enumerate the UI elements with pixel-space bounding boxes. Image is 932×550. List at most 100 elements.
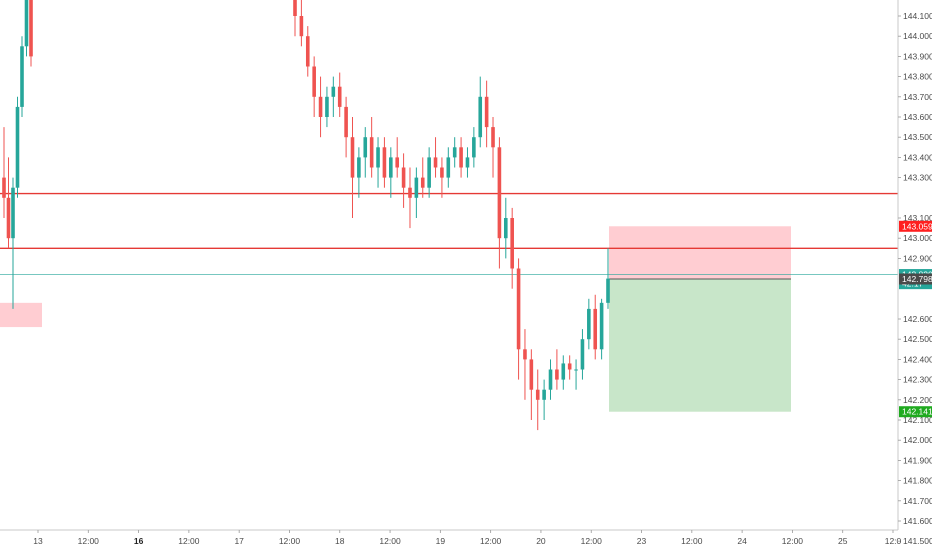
price-badge-4 — [899, 406, 932, 418]
price-badge-3 — [899, 273, 932, 285]
candle-body-16 — [350, 137, 355, 178]
price-tick-label-2: 143.900 — [903, 51, 932, 61]
candle-body-54 — [593, 308, 598, 350]
price-tick-label-18: 142.000 — [903, 435, 932, 445]
candle-body-48 — [555, 369, 559, 380]
candle-body-0 — [2, 177, 6, 198]
price-tick-label-10: 143.000 — [903, 233, 932, 243]
price-tick-label-17: 142.100 — [903, 415, 932, 425]
price-tick-label-14: 142.400 — [903, 354, 932, 364]
price-badge-label-4: 142.141 — [902, 407, 932, 417]
price-tick-label-0: 144.100 — [903, 11, 932, 21]
candle-body-29 — [433, 157, 438, 168]
candle-body-15 — [344, 106, 348, 138]
candle-body-50 — [567, 363, 572, 370]
price-axis[interactable]: 144.100 144.000 143.900 143.800 143.700 143.6… — [898, 11, 932, 546]
candle-body-3 — [15, 106, 20, 188]
candle-body-7 — [293, 0, 297, 17]
candle-body-51 — [574, 369, 578, 371]
candle-body-32 — [452, 147, 457, 158]
candle-body-6 — [29, 0, 33, 57]
candle-body-52 — [580, 339, 585, 370]
price-badge-0 — [899, 220, 932, 232]
candle-body-34 — [465, 157, 470, 168]
candle-body-19 — [369, 137, 374, 168]
candle-body-36 — [478, 96, 483, 138]
time-tick-label-15: 12:00 — [782, 536, 804, 546]
candle-body-30 — [440, 167, 444, 178]
candle-body-28 — [427, 157, 431, 188]
supply-zone — [0, 302, 42, 328]
time-tick-label-0: 13 — [33, 536, 43, 546]
time-tick-label-7: 12:00 — [379, 536, 401, 546]
time-tick-label-5: 12:00 — [279, 536, 301, 546]
candle-body-13 — [331, 86, 336, 97]
time-tick-label-14: 24 — [737, 536, 747, 546]
price-tick-label-1: 144.000 — [903, 31, 932, 41]
price-tick-label-22: 141.600 — [903, 516, 932, 526]
candle-body-44 — [529, 359, 534, 390]
time-tick-label-3: 12:00 — [178, 536, 200, 546]
time-tick-label-1: 12:00 — [78, 536, 100, 546]
zone-layer — [0, 302, 42, 328]
candle-body-31 — [446, 157, 451, 178]
candle-body-5 — [24, 0, 29, 47]
time-tick-label-9: 12:00 — [480, 536, 502, 546]
candle-body-55 — [599, 302, 604, 350]
price-tick-label-23: 141.500 — [903, 536, 932, 546]
candle-body-10 — [312, 66, 316, 97]
time-tick-label-2: 16 — [134, 536, 144, 546]
time-tick-label-11: 12:00 — [581, 536, 603, 546]
candle-body-9 — [305, 36, 310, 67]
price-tick-label-11: 142.900 — [903, 253, 932, 263]
time-tick-label-12: 23 — [637, 536, 647, 546]
price-tick-label-12: 142.600 — [903, 314, 932, 324]
price-tick-label-6: 143.500 — [903, 132, 932, 142]
time-tick-label-4: 17 — [234, 536, 244, 546]
price-tick-label-20: 141.800 — [903, 476, 932, 486]
candle-body-4 — [20, 46, 24, 107]
time-axis[interactable]: 13 12:00 16 12:00 17 12:00 18 12:00 19 12:00 20 12:… — [33, 530, 902, 546]
candle-body-38 — [491, 127, 495, 148]
time-tick-label-13: 12:00 — [681, 536, 703, 546]
price-tick-label-15: 142.300 — [903, 375, 932, 385]
candle-body-25 — [408, 187, 412, 198]
candle-body-56 — [606, 278, 610, 303]
candle-body-33 — [459, 147, 463, 168]
candle-body-47 — [548, 369, 553, 390]
candle-body-8 — [299, 16, 304, 37]
candle-body-12 — [325, 96, 329, 117]
candle-body-49 — [561, 363, 566, 380]
price-badge-label-0: 143.059 — [902, 221, 932, 231]
price-tick-label-8: 143.300 — [903, 173, 932, 183]
candle-body-22 — [389, 157, 393, 178]
candle-body-14 — [337, 86, 342, 107]
candle-body-41 — [510, 218, 514, 269]
candle-body-18 — [363, 137, 368, 158]
candle-body-43 — [523, 349, 527, 360]
time-tick-label-16: 25 — [838, 536, 848, 546]
candle-body-27 — [420, 177, 425, 188]
take-profit-zone — [609, 279, 791, 412]
candle-body-45 — [535, 389, 540, 400]
time-tick-label-6: 18 — [335, 536, 345, 546]
time-tick-label-10: 20 — [536, 536, 546, 546]
price-tick-label-4: 143.700 — [903, 92, 932, 102]
price-axis-background — [898, 0, 932, 530]
position-tool[interactable] — [609, 226, 791, 412]
time-tick-label-8: 19 — [436, 536, 446, 546]
price-tick-label-9: 143.100 — [903, 213, 932, 223]
candle-body-21 — [382, 147, 387, 178]
price-tick-label-3: 143.800 — [903, 72, 932, 82]
candles — [2, 0, 610, 431]
price-badge-label-3: 142.798 — [902, 274, 932, 284]
candle-body-20 — [376, 147, 380, 168]
candle-body-24 — [401, 167, 406, 188]
candle-body-39 — [497, 147, 502, 239]
candle-body-2 — [11, 187, 15, 239]
candle-body-11 — [318, 96, 323, 117]
price-tick-label-19: 141.900 — [903, 455, 932, 465]
price-tick-label-7: 143.400 — [903, 152, 932, 162]
